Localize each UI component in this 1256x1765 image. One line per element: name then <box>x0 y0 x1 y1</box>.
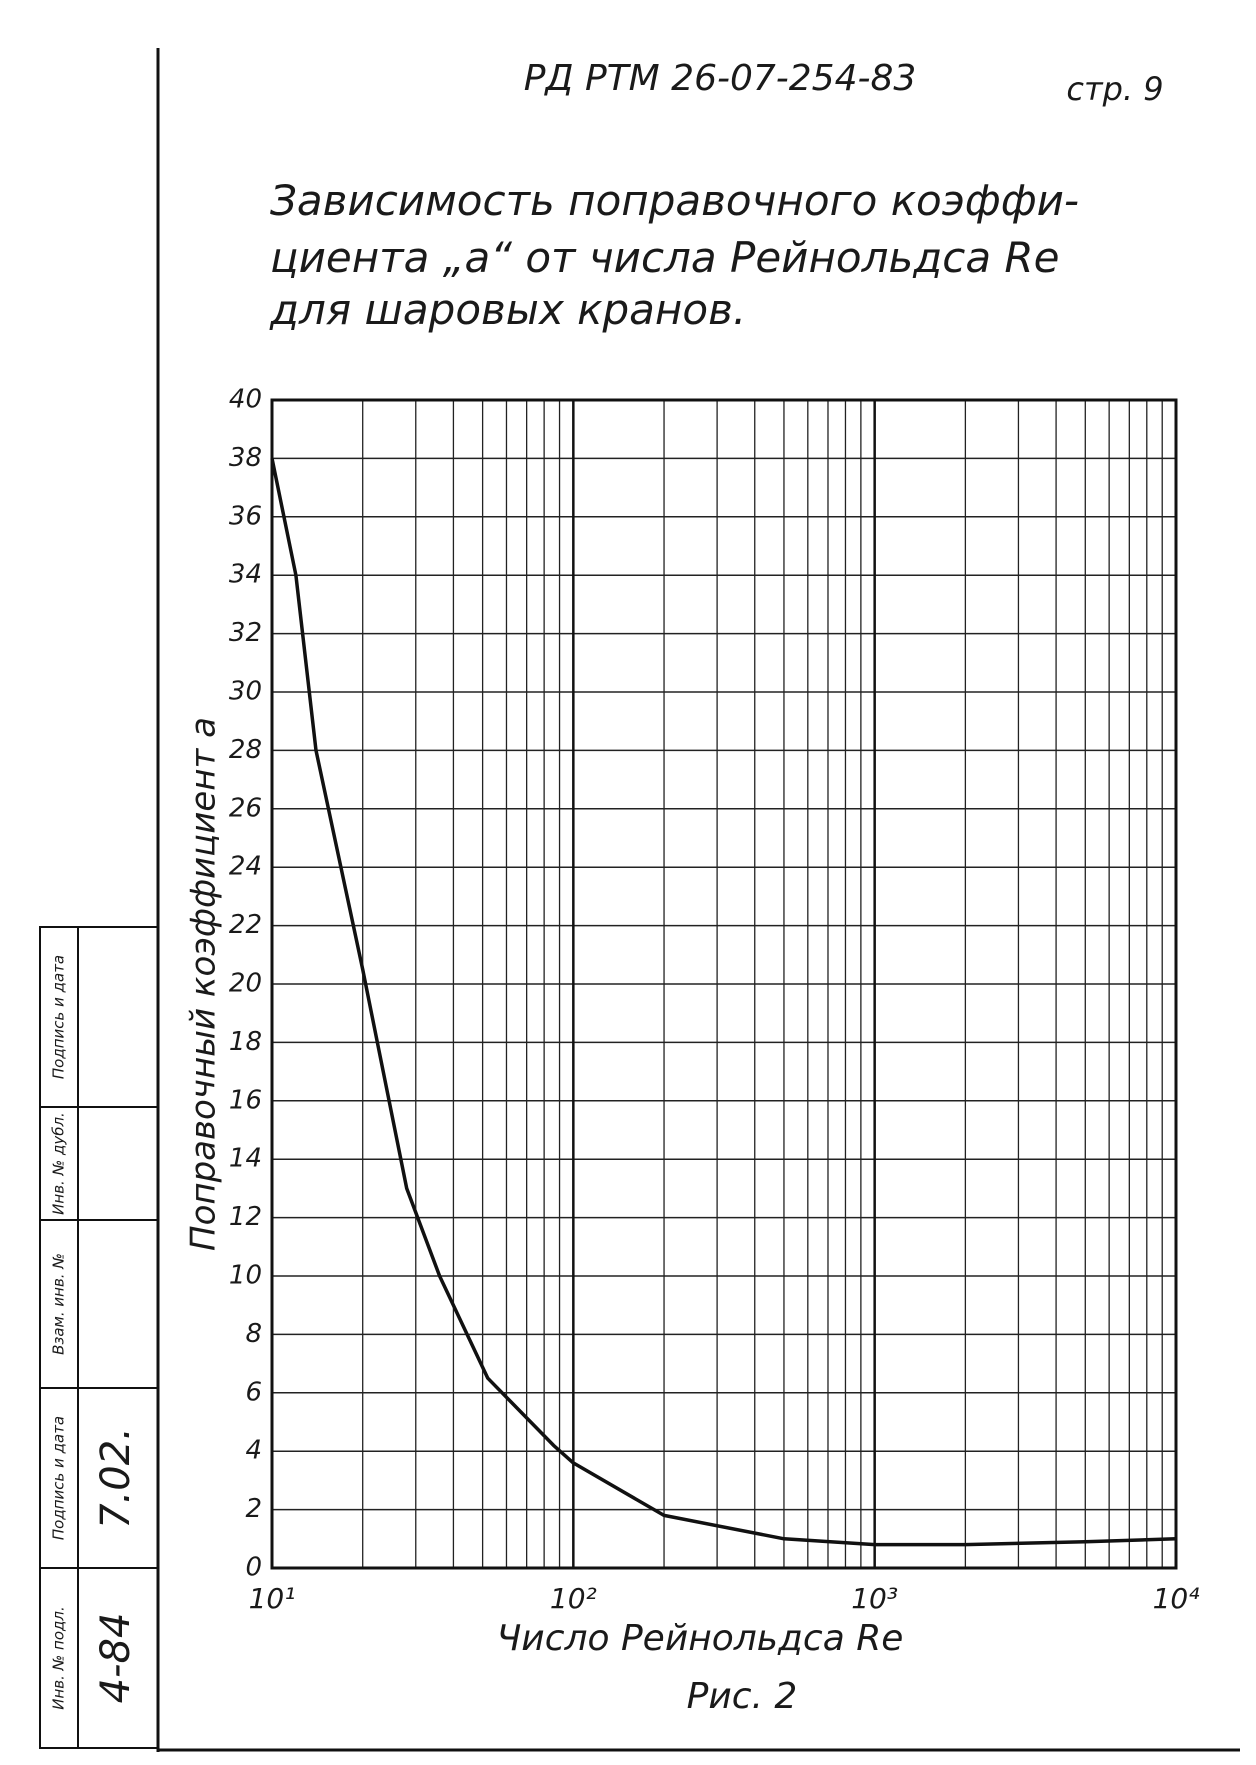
x-tick-label: 10² <box>550 1582 597 1615</box>
title-line: для шаровых кранов. <box>269 285 746 334</box>
y-tick-label: 32 <box>229 618 262 648</box>
curve <box>270 458 1177 1547</box>
x-tick-label: 10¹ <box>249 1582 296 1615</box>
y-tick-label: 12 <box>229 1202 262 1232</box>
y-tick-label: 6 <box>245 1377 262 1407</box>
y-tick-label: 30 <box>229 677 262 707</box>
y-tick-label: 20 <box>229 969 262 999</box>
x-tick-label: 10⁴ <box>1153 1582 1200 1615</box>
stamp-frame <box>39 926 159 1749</box>
y-tick-label: 2 <box>245 1494 262 1524</box>
y-tick-label: 4 <box>245 1436 262 1466</box>
y-tick-label: 36 <box>229 501 262 531</box>
stamp-label: Инв. № подл. <box>50 1606 68 1709</box>
y-tick-label: 18 <box>229 1027 262 1057</box>
x-tick-label: 10³ <box>851 1582 898 1615</box>
doc-code: РД РТМ 26-07-254-83 <box>524 58 917 99</box>
y-tick-label: 26 <box>229 793 262 823</box>
y-tick-label: 0 <box>245 1553 262 1583</box>
title-line: Зависимость поправочного коэффи- <box>270 176 1079 225</box>
y-tick-label: 40 <box>229 385 262 415</box>
y-tick-label: 14 <box>229 1144 262 1174</box>
y-tick-label: 10 <box>229 1261 262 1291</box>
stamp-label: Подпись и дата <box>50 1416 68 1540</box>
figure-caption: Рис. 2 <box>687 1676 798 1717</box>
stamp-value: 4-84 <box>93 1613 139 1704</box>
x-axis-label: Число Рейнольдса Re <box>497 1618 904 1659</box>
stamp-label: Взам. инв. № <box>50 1253 68 1355</box>
stamp-label: Подпись и дата <box>50 955 68 1079</box>
y-axis-label: Поправочный коэффициент a <box>184 717 224 1251</box>
stamp: Подпись и дата Инв. № дубл. Взам. инв. № По… <box>39 926 159 1749</box>
y-tick-label: 8 <box>245 1319 262 1349</box>
title-line: циента „а“ от числа Рейнольдса Re <box>270 233 1059 282</box>
y-tick-label: 34 <box>229 560 262 590</box>
stamp-label: Инв. № дубл. <box>50 1112 68 1215</box>
y-tick-label: 24 <box>229 852 262 882</box>
y-tick-label: 16 <box>229 1085 262 1115</box>
page-number: стр. 9 <box>1066 70 1163 108</box>
y-tick-label: 38 <box>229 443 262 473</box>
y-tick-label: 28 <box>229 735 262 765</box>
y-tick-label: 22 <box>229 910 262 940</box>
chart: 024681012141618202224262830323436384010¹… <box>184 385 1200 1718</box>
stamp-value: 7.02. <box>93 1427 139 1529</box>
plot-frame <box>270 398 1178 1570</box>
